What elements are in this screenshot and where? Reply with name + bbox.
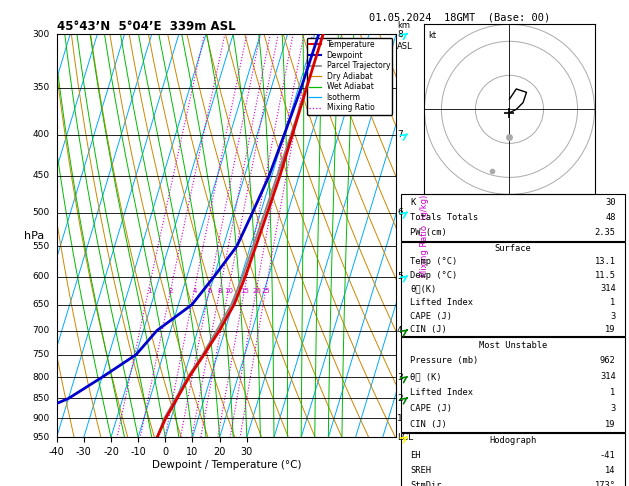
Text: 48: 48: [605, 213, 616, 222]
Text: 8: 8: [218, 288, 223, 294]
Text: 19: 19: [605, 325, 616, 334]
Text: 1: 1: [397, 414, 403, 423]
Text: 350: 350: [33, 84, 50, 92]
Text: Temp (°C): Temp (°C): [410, 258, 457, 266]
Text: Hodograph: Hodograph: [489, 436, 537, 445]
Text: 25: 25: [262, 288, 270, 294]
Text: Lifted Index: Lifted Index: [410, 298, 473, 307]
Text: θᴇ (K): θᴇ (K): [410, 372, 442, 382]
Text: Totals Totals: Totals Totals: [410, 213, 479, 222]
Text: 600: 600: [33, 272, 50, 281]
Text: 2: 2: [397, 394, 403, 403]
Text: 900: 900: [33, 414, 50, 423]
Text: 550: 550: [33, 242, 50, 251]
Text: 19: 19: [605, 419, 616, 429]
Text: 2.35: 2.35: [594, 228, 616, 237]
Text: 400: 400: [33, 130, 50, 139]
Text: PW (cm): PW (cm): [410, 228, 447, 237]
Text: 1: 1: [610, 298, 616, 307]
Text: 11.5: 11.5: [594, 271, 616, 280]
Text: 6: 6: [397, 208, 403, 217]
Text: 750: 750: [33, 350, 50, 359]
Text: ASL: ASL: [397, 42, 413, 51]
Text: StmDir: StmDir: [410, 481, 442, 486]
Text: 2: 2: [169, 288, 173, 294]
Text: 850: 850: [33, 394, 50, 403]
Text: 314: 314: [600, 284, 616, 294]
Text: 650: 650: [33, 300, 50, 309]
Text: 300: 300: [33, 30, 50, 38]
Text: Most Unstable: Most Unstable: [479, 341, 547, 350]
Text: Mixing Ratio  (g/kg): Mixing Ratio (g/kg): [420, 194, 429, 277]
Text: θᴇ(K): θᴇ(K): [410, 284, 437, 294]
Text: 13.1: 13.1: [594, 258, 616, 266]
Text: 4: 4: [397, 326, 403, 335]
Text: 5: 5: [397, 272, 403, 281]
Text: 30: 30: [605, 198, 616, 207]
Text: 14: 14: [605, 466, 616, 475]
Text: 7: 7: [397, 130, 403, 139]
Text: 450: 450: [33, 172, 50, 180]
Text: 3: 3: [397, 373, 403, 382]
Text: 8: 8: [397, 30, 403, 38]
Text: CIN (J): CIN (J): [410, 325, 447, 334]
Text: 314: 314: [600, 372, 616, 382]
Text: 20: 20: [252, 288, 261, 294]
Text: 500: 500: [33, 208, 50, 217]
Text: 1: 1: [610, 388, 616, 397]
Text: 800: 800: [33, 373, 50, 382]
Text: 1: 1: [147, 288, 151, 294]
Text: LCL: LCL: [397, 433, 413, 442]
X-axis label: Dewpoint / Temperature (°C): Dewpoint / Temperature (°C): [152, 460, 301, 470]
Text: K: K: [410, 198, 416, 207]
Text: 700: 700: [33, 326, 50, 335]
Legend: Temperature, Dewpoint, Parcel Trajectory, Dry Adiabat, Wet Adiabat, Isotherm, Mi: Temperature, Dewpoint, Parcel Trajectory…: [307, 38, 392, 115]
Text: 950: 950: [33, 433, 50, 442]
Text: CIN (J): CIN (J): [410, 419, 447, 429]
Text: 4: 4: [192, 288, 197, 294]
Text: 3: 3: [610, 312, 616, 320]
Text: 15: 15: [240, 288, 249, 294]
Text: Dewp (°C): Dewp (°C): [410, 271, 457, 280]
Text: km: km: [397, 21, 410, 30]
Text: Surface: Surface: [494, 244, 532, 253]
Text: hPa: hPa: [25, 231, 45, 241]
Text: 10: 10: [225, 288, 233, 294]
Text: 3: 3: [610, 404, 616, 413]
Text: CAPE (J): CAPE (J): [410, 312, 452, 320]
Text: 01.05.2024  18GMT  (Base: 00): 01.05.2024 18GMT (Base: 00): [369, 12, 550, 22]
Text: 6: 6: [207, 288, 212, 294]
Text: 173°: 173°: [594, 481, 616, 486]
Text: EH: EH: [410, 451, 421, 460]
Text: CAPE (J): CAPE (J): [410, 404, 452, 413]
Text: SREH: SREH: [410, 466, 431, 475]
Text: Pressure (mb): Pressure (mb): [410, 356, 479, 365]
Text: -41: -41: [600, 451, 616, 460]
Text: 45°43’N  5°04’E  339m ASL: 45°43’N 5°04’E 339m ASL: [57, 20, 235, 33]
Text: kt: kt: [428, 31, 436, 40]
Text: Lifted Index: Lifted Index: [410, 388, 473, 397]
Text: 962: 962: [600, 356, 616, 365]
